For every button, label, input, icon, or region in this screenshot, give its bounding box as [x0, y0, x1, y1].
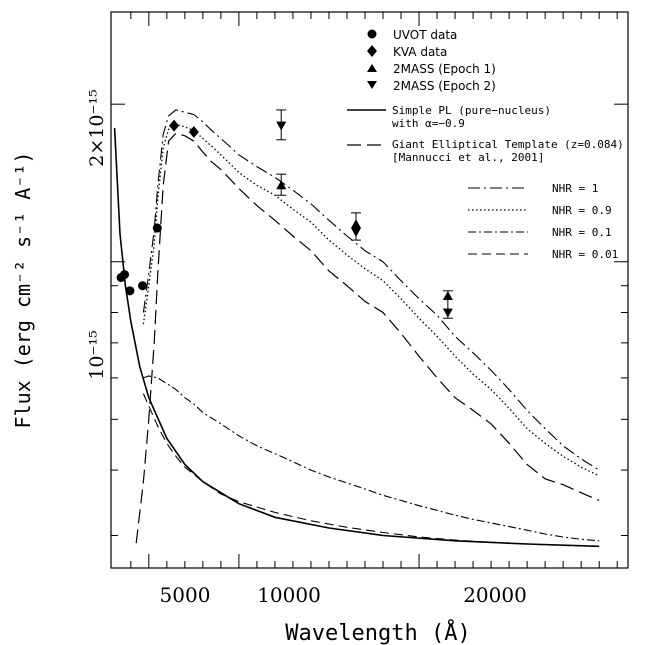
twomass-epoch1-point	[442, 291, 453, 301]
uvot-point	[120, 270, 130, 280]
legend-label-2mass-epoch2: 2MASS (Epoch 2)	[393, 79, 496, 93]
axis-ticks	[111, 11, 628, 568]
legend-label-template: Giant Elliptical Template (z=0.084)	[392, 138, 624, 151]
legend: UVOT data KVA data 2MASS (Epoch 1) 2MASS…	[347, 28, 624, 261]
x-tick-label: 5000	[160, 583, 211, 607]
data-points	[116, 119, 453, 318]
legend-marker-2mass-epoch2	[367, 81, 377, 89]
legend-label-template-ref: [Mannucci et al., 2001]	[392, 151, 544, 164]
legend-label-nhr09: NHR = 0.9	[552, 204, 612, 217]
uvot-point	[125, 286, 135, 296]
y-tick-label: 2×10⁻¹⁵	[86, 89, 108, 166]
y-axis-label: Flux (erg cm⁻² s⁻¹ A⁻¹)	[11, 152, 35, 429]
legend-label-kva: KVA data	[393, 45, 447, 59]
series-line-nhr-1	[142, 109, 600, 471]
legend-label-nhr001: NHR = 0.01	[552, 248, 618, 261]
legend-marker-uvot	[367, 29, 377, 39]
uvot-point	[138, 281, 148, 291]
twomass-epoch2-point	[350, 227, 361, 237]
twomass-epoch2-point	[276, 121, 287, 131]
x-tick-label: 20000	[463, 583, 527, 607]
series-line-nhr-0.01	[142, 393, 600, 547]
legend-marker-kva	[367, 45, 377, 57]
legend-label-uvot: UVOT data	[393, 28, 457, 42]
legend-label-nhr01: NHR = 0.1	[552, 226, 612, 239]
uvot-point	[152, 223, 162, 233]
legend-label-nhr1: NHR = 1	[552, 182, 598, 195]
twomass-epoch2-point	[442, 308, 453, 318]
series-line-nhr-0.9	[142, 123, 600, 477]
legend-label-2mass-epoch1: 2MASS (Epoch 1)	[393, 62, 496, 76]
legend-label-pl: Simple PL (pure−nucleus)	[392, 104, 551, 117]
kva-point	[169, 119, 180, 132]
kva-point	[188, 125, 199, 138]
legend-label-pl-alpha: with α=−0.9	[392, 117, 465, 130]
x-tick-label: 10000	[257, 583, 321, 607]
twomass-epoch1-point	[276, 180, 287, 190]
series-line-nhr-0.1	[143, 375, 600, 542]
series-line-giant-elliptical-template	[135, 132, 600, 544]
x-axis-label: Wavelength (Å)	[285, 619, 470, 645]
model-curves	[113, 109, 600, 548]
plot-frame	[110, 11, 629, 569]
y-tick-label: 10⁻¹⁵	[86, 330, 108, 379]
series-line-simple-pl	[113, 128, 600, 548]
twomass-epoch1-point	[350, 219, 361, 229]
legend-marker-2mass-epoch1	[367, 64, 377, 72]
